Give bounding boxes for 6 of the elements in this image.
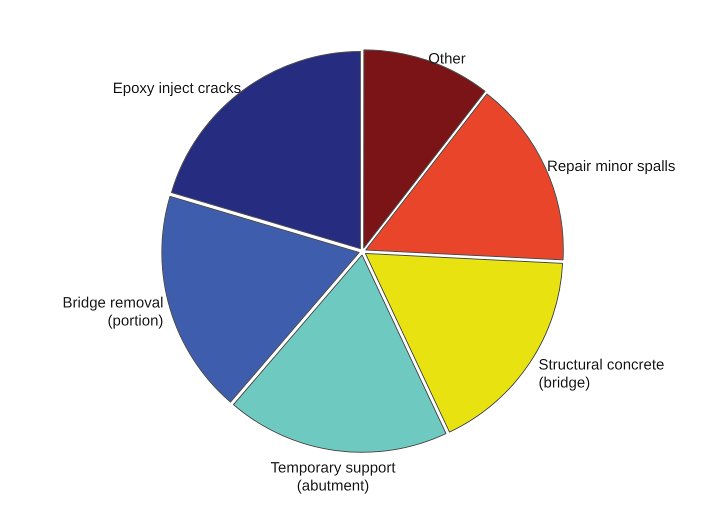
- slice-label: Other: [428, 50, 466, 68]
- slice-label: Repair minor spalls: [546, 158, 676, 175]
- slice-label: Bridge removal (portion): [62, 294, 164, 330]
- slice-label: Structural concrete (bridge): [538, 356, 664, 392]
- slice-label: Epoxy inject cracks: [112, 80, 242, 97]
- slice-label: Temporary support (abutment): [270, 459, 396, 494]
